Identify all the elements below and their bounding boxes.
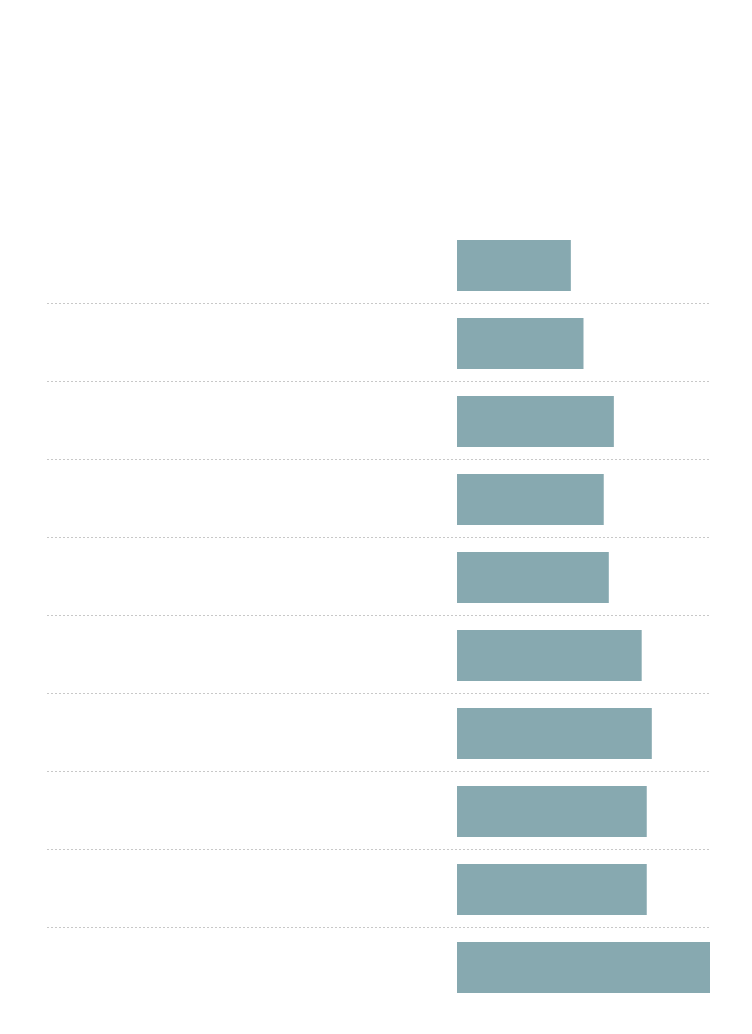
bar [457,240,571,291]
bar [457,942,710,993]
bar [457,708,652,759]
bar [457,864,647,915]
bar [457,318,584,369]
bar [457,630,642,681]
bar [457,474,604,525]
bar [457,552,609,603]
bar [457,786,647,837]
bar [457,396,614,447]
